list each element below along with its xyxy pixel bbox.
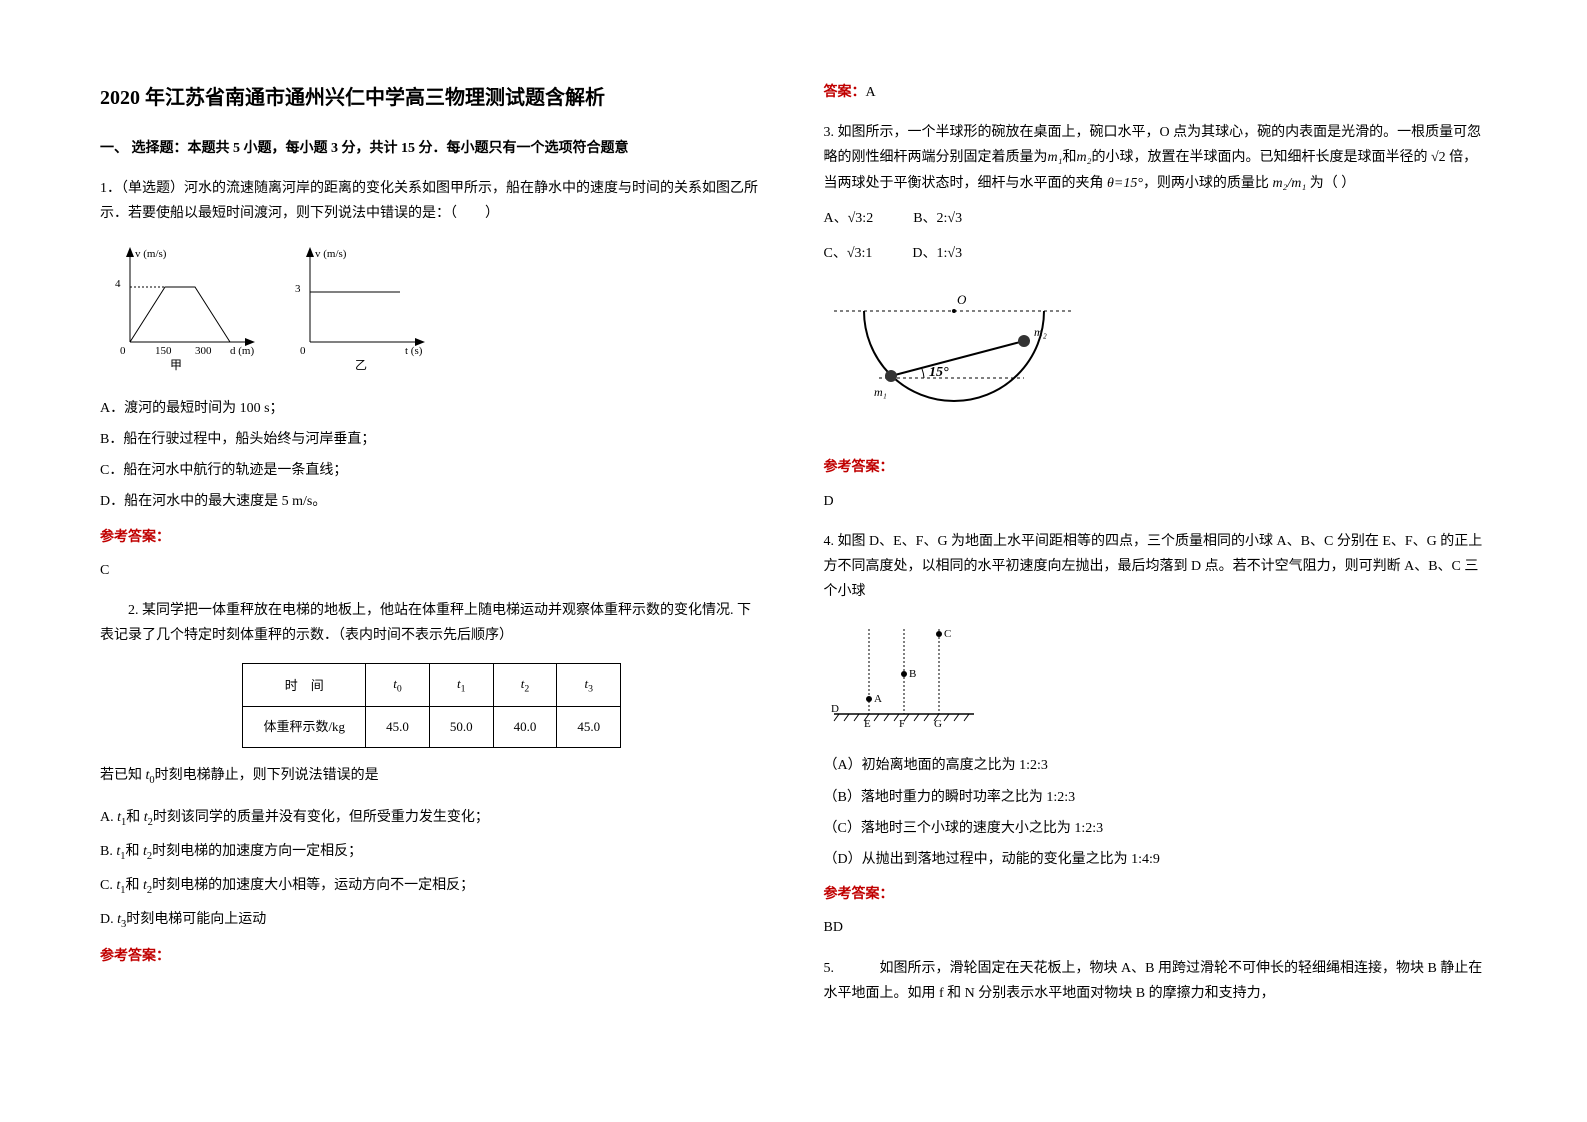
q3-options-row2: C、√3:1 D、1:√3 xyxy=(824,241,1488,266)
left-column: 2020 年江苏省南通市通州兴仁中学高三物理测试题含解析 一、 选择题：本题共 … xyxy=(100,80,764,1021)
option: B. t1和 t2时刻电梯的加速度方向一定相反； xyxy=(100,839,764,867)
svg-text:300: 300 xyxy=(195,345,212,357)
q4-diagram: A B C D E F G xyxy=(824,619,1488,738)
data-cell: 45.0 xyxy=(366,707,430,747)
q2-answer-line: 答案：A xyxy=(824,80,1488,105)
q4-svg: A B C D E F G xyxy=(824,619,984,729)
svg-text:A: A xyxy=(874,693,882,705)
q1-options: A．渡河的最短时间为 100 s； B．船在行驶过程中，船头始终与河岸垂直； C… xyxy=(100,396,764,515)
header-cell: t2 xyxy=(493,664,557,707)
section-heading: 一、 选择题：本题共 5 小题，每小题 3 分，共计 15 分．每小题只有一个选… xyxy=(100,136,764,161)
q1-answer: C xyxy=(100,558,764,583)
option: （B）落地时重力的瞬时功率之比为 1:2:3 xyxy=(824,785,1488,810)
option: A．渡河的最短时间为 100 s； xyxy=(100,396,764,421)
q3-answer: D xyxy=(824,489,1488,514)
option: C．船在河水中航行的轨迹是一条直线； xyxy=(100,458,764,483)
question-3: 3. 如图所示，一个半球形的碗放在桌面上，碗口水平，O 点为其球心，碗的内表面是… xyxy=(824,120,1488,514)
option: A. t1和 t2时刻该同学的质量并没有变化，但所受重力发生变化； xyxy=(100,805,764,833)
option: C. t1和 t2时刻电梯的加速度大小相等，运动方向不一定相反； xyxy=(100,873,764,901)
svg-text:m₂: m₂ xyxy=(1034,325,1047,339)
svg-text:v (m/s): v (m/s) xyxy=(135,248,167,260)
svg-text:C: C xyxy=(944,628,951,640)
answer-label: 参考答案： xyxy=(824,455,1488,480)
data-cell: 45.0 xyxy=(557,707,621,747)
question-2: 2. 某同学把一体重秤放在电梯的地板上，他站在体重秤上随电梯运动并观察体重秤示数… xyxy=(100,598,764,970)
svg-text:甲: 甲 xyxy=(170,358,182,372)
svg-text:4: 4 xyxy=(115,278,121,290)
svg-text:15°: 15° xyxy=(929,365,949,380)
data-cell: 体重秤示数/kg xyxy=(243,707,366,747)
question-4: 4. 如图 D、E、F、G 为地面上水平间距相等的四点，三个质量相同的小球 A、… xyxy=(824,529,1488,941)
option: （A）初始离地面的高度之比为 1:2:3 xyxy=(824,753,1488,778)
option-d: D、1:√3 xyxy=(912,241,962,266)
svg-text:F: F xyxy=(899,718,905,729)
question-1: 1．（单选题）河水的流速随离河岸的距离的变化关系如图甲所示，船在静水中的速度与时… xyxy=(100,176,764,583)
svg-text:D: D xyxy=(831,703,839,715)
data-cell: 50.0 xyxy=(429,707,493,747)
page-title: 2020 年江苏省南通市通州兴仁中学高三物理测试题含解析 xyxy=(100,80,764,116)
header-cell: t0 xyxy=(366,664,430,707)
option: （D）从抛出到落地过程中，动能的变化量之比为 1:4:9 xyxy=(824,847,1488,872)
answer-label: 参考答案： xyxy=(100,525,764,550)
option-a: A、√3:2 xyxy=(824,206,874,231)
svg-text:乙: 乙 xyxy=(355,358,367,372)
svg-text:G: G xyxy=(934,718,942,729)
q2-table: 时 间 t0 t1 t2 t3 体重秤示数/kg 45.0 50.0 40.0 … xyxy=(242,663,621,748)
q1-svg: v (m/s) 4 0 150 300 d (m) 甲 v (m/s) 3 0 … xyxy=(100,242,440,372)
svg-text:d (m): d (m) xyxy=(230,345,254,357)
header-cell: t1 xyxy=(429,664,493,707)
svg-text:v (m/s): v (m/s) xyxy=(315,248,347,260)
option-c: C、√3:1 xyxy=(824,241,873,266)
svg-text:m₁: m₁ xyxy=(874,385,887,399)
option: （C）落地时三个小球的速度大小之比为 1:2:3 xyxy=(824,816,1488,841)
answer-label: 参考答案： xyxy=(824,882,1488,907)
svg-text:0: 0 xyxy=(300,345,306,357)
q3-diagram: O m₁ m₂ 15° xyxy=(824,281,1488,440)
q2-options: A. t1和 t2时刻该同学的质量并没有变化，但所受重力发生变化； B. t1和… xyxy=(100,805,764,934)
q2-text: 2. 某同学把一体重秤放在电梯的地板上，他站在体重秤上随电梯运动并观察体重秤示数… xyxy=(100,598,764,648)
q5-text: 5. 如图所示，滑轮固定在天花板上，物块 A、B 用跨过滑轮不可伸长的轻细绳相连… xyxy=(824,956,1488,1006)
q1-diagram: v (m/s) 4 0 150 300 d (m) 甲 v (m/s) 3 0 … xyxy=(100,242,764,381)
header-cell: t3 xyxy=(557,664,621,707)
svg-text:150: 150 xyxy=(155,345,172,357)
option: D. t3时刻电梯可能向上运动 xyxy=(100,907,764,935)
q2-subtext: 若已知 t0时刻电梯静止，则下列说法错误的是 xyxy=(100,763,764,791)
svg-text:t (s): t (s) xyxy=(405,345,423,357)
answer-label: 参考答案： xyxy=(100,944,764,969)
header-cell: 时 间 xyxy=(243,664,366,707)
data-cell: 40.0 xyxy=(493,707,557,747)
svg-text:0: 0 xyxy=(120,345,126,357)
option-b: B、2:√3 xyxy=(913,206,962,231)
option: D．船在河水中的最大速度是 5 m/s。 xyxy=(100,489,764,514)
svg-text:3: 3 xyxy=(295,283,301,295)
q1-text: 1．（单选题）河水的流速随离河岸的距离的变化关系如图甲所示，船在静水中的速度与时… xyxy=(100,176,764,226)
table-header-row: 时 间 t0 t1 t2 t3 xyxy=(243,664,621,707)
table-data-row: 体重秤示数/kg 45.0 50.0 40.0 45.0 xyxy=(243,707,621,747)
q4-text: 4. 如图 D、E、F、G 为地面上水平间距相等的四点，三个质量相同的小球 A、… xyxy=(824,529,1488,605)
right-column: 答案：A 3. 如图所示，一个半球形的碗放在桌面上，碗口水平，O 点为其球心，碗… xyxy=(824,80,1488,1021)
q3-options-row1: A、√3:2 B、2:√3 xyxy=(824,206,1488,231)
q4-answer: BD xyxy=(824,915,1488,940)
question-5: 5. 如图所示，滑轮固定在天花板上，物块 A、B 用跨过滑轮不可伸长的轻细绳相连… xyxy=(824,956,1488,1006)
q4-options: （A）初始离地面的高度之比为 1:2:3 （B）落地时重力的瞬时功率之比为 1:… xyxy=(824,753,1488,872)
q3-svg: O m₁ m₂ 15° xyxy=(824,281,1084,431)
q3-text: 3. 如图所示，一个半球形的碗放在桌面上，碗口水平，O 点为其球心，碗的内表面是… xyxy=(824,120,1488,196)
svg-text:B: B xyxy=(909,668,916,680)
svg-text:E: E xyxy=(864,718,871,729)
option: B．船在行驶过程中，船头始终与河岸垂直； xyxy=(100,427,764,452)
svg-text:O: O xyxy=(957,292,967,307)
